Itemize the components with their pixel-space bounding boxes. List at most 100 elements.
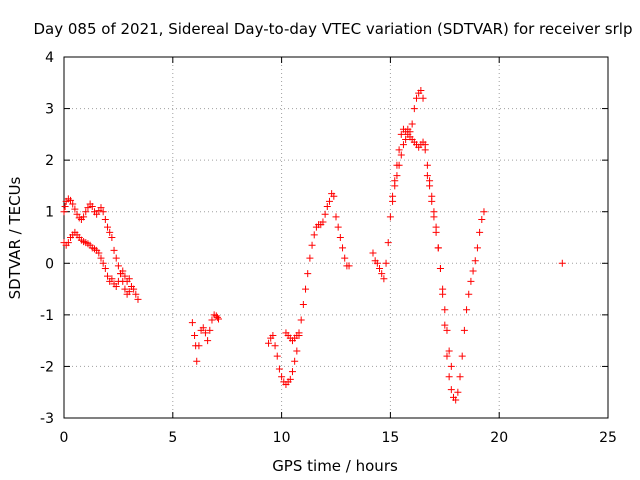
data-point	[465, 290, 473, 298]
series-segment-2	[188, 311, 222, 365]
grid-lines	[64, 57, 608, 418]
data-point	[88, 203, 96, 211]
series-segment-4	[369, 87, 488, 404]
series-segment-4b	[389, 130, 455, 370]
data-point	[378, 270, 386, 278]
data-point	[60, 208, 68, 216]
data-point	[395, 146, 403, 154]
data-point	[295, 329, 303, 337]
data-point	[423, 172, 431, 180]
data-point	[302, 285, 310, 293]
data-point	[445, 373, 453, 381]
data-point	[110, 246, 118, 254]
data-point	[265, 339, 273, 347]
data-point	[134, 295, 142, 303]
data-point	[84, 204, 92, 212]
data-point	[395, 161, 403, 169]
data-point	[121, 272, 129, 280]
data-point	[204, 337, 212, 345]
data-point	[67, 196, 75, 204]
x-tick-label: 10	[273, 430, 291, 446]
data-point	[106, 228, 114, 236]
data-point	[447, 362, 455, 370]
series-segment-3b	[282, 329, 303, 345]
data-point	[463, 306, 471, 314]
data-point	[93, 210, 101, 218]
data-point	[436, 264, 444, 272]
data-point	[330, 192, 338, 200]
tick-labels: 0 5 10 15 20 25 -3 -2 -1 0 1 2 3 4	[40, 50, 617, 446]
data-point	[376, 264, 384, 272]
data-point	[101, 264, 109, 272]
data-point	[271, 342, 279, 350]
data-point	[410, 105, 418, 113]
x-axis-label: GPS time / hours	[272, 457, 398, 475]
data-point	[104, 223, 112, 231]
data-point	[454, 388, 462, 396]
data-point	[108, 234, 116, 241]
data-point	[325, 197, 333, 205]
data-point	[114, 262, 122, 270]
data-point	[558, 259, 566, 267]
data-point	[452, 396, 460, 404]
data-point	[99, 208, 107, 216]
data-point	[334, 223, 342, 231]
data-point	[193, 357, 201, 365]
data-point	[447, 386, 455, 394]
data-point	[421, 146, 429, 154]
data-point	[419, 138, 427, 146]
data-point	[61, 203, 69, 211]
y-axis-label: SDTVAR / TECUs	[6, 176, 24, 299]
data-point	[456, 373, 464, 381]
data-point	[273, 352, 281, 360]
data-point	[345, 262, 353, 270]
data-point	[476, 228, 484, 236]
data-point	[397, 130, 405, 138]
data-point	[104, 272, 112, 280]
data-point	[384, 239, 392, 247]
plot-frame	[63, 56, 609, 419]
data-point	[478, 215, 486, 223]
data-point	[71, 205, 79, 213]
data-point	[473, 244, 481, 252]
data-point	[73, 210, 81, 218]
data-point	[125, 288, 133, 296]
data-point	[304, 270, 312, 278]
data-point	[297, 316, 305, 324]
data-point	[308, 241, 316, 249]
data-point	[434, 244, 442, 252]
series-segment-1b	[60, 228, 133, 290]
x-tick-label: 5	[168, 430, 177, 446]
data-point	[119, 267, 127, 275]
data-point	[125, 275, 133, 283]
series-segment-5	[558, 259, 566, 267]
data-point	[341, 254, 349, 262]
data-point	[393, 172, 401, 180]
data-point	[132, 290, 140, 298]
y-tick-label: 0	[45, 256, 54, 272]
data-point	[417, 87, 425, 95]
data-point	[443, 352, 451, 360]
data-point	[306, 254, 314, 262]
data-point	[108, 275, 116, 283]
data-point	[439, 285, 447, 293]
data-point	[445, 347, 453, 355]
axes	[63, 56, 609, 419]
data-point	[469, 267, 477, 275]
data-point	[369, 249, 377, 257]
data-point	[286, 375, 294, 383]
data-point	[191, 331, 199, 339]
x-tick-label: 15	[381, 430, 399, 446]
data-point	[419, 94, 427, 102]
data-point	[293, 347, 301, 355]
data-point	[460, 326, 468, 334]
data-point	[201, 329, 209, 337]
data-point	[213, 313, 221, 321]
data-point	[432, 223, 440, 231]
data-point	[97, 204, 105, 212]
data-points	[60, 87, 566, 404]
data-point	[458, 352, 466, 360]
data-point	[471, 257, 479, 265]
data-point	[389, 197, 397, 205]
y-tick-label: -2	[40, 359, 54, 375]
